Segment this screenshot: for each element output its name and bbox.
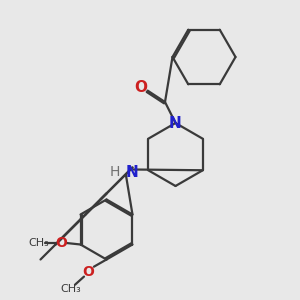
Text: N: N (125, 165, 138, 180)
Text: O: O (82, 265, 94, 279)
Text: O: O (134, 80, 148, 94)
Text: O: O (55, 236, 67, 250)
Text: N: N (169, 116, 182, 130)
Text: CH₃: CH₃ (60, 284, 81, 295)
Text: CH₃: CH₃ (28, 238, 49, 248)
Text: H: H (110, 166, 120, 179)
